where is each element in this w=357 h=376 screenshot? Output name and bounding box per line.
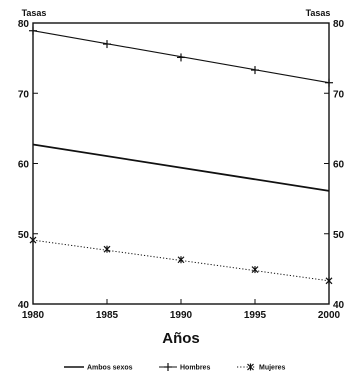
legend-marker-hombres (164, 363, 172, 371)
y-tick-label-right: 60 (333, 160, 345, 171)
legend-label-ambos-sexos: Ambos sexos (87, 365, 133, 372)
data-point-hombres (251, 66, 259, 75)
series-line-ambos-sexos (32, 143, 330, 192)
y-axis-label-left: Tasas (22, 8, 47, 18)
legend-label-mujeres: Mujeres (259, 365, 286, 372)
x-tick-label: 1990 (170, 310, 193, 321)
data-point-hombres (29, 26, 37, 35)
x-tick-label: 1995 (244, 310, 267, 321)
data-point-mujeres (251, 266, 259, 274)
x-tick-label: 1985 (96, 310, 119, 321)
data-point-hombres (103, 40, 111, 49)
y-tick-label-left: 50 (18, 230, 30, 241)
y-tick-label-right: 70 (333, 89, 345, 100)
x-tick-label: 1980 (22, 310, 45, 321)
data-point-mujeres (29, 236, 37, 244)
x-tick-label: 2000 (318, 310, 341, 321)
legend-marker-mujeres (247, 363, 254, 371)
x-axis-label: Años (162, 330, 200, 347)
legend-label-hombres: Hombres (180, 365, 210, 372)
legend: Ambos sexos Hombres Mujeres (64, 363, 286, 372)
y-tick-label-right: 80 (333, 19, 345, 30)
data-point-hombres (177, 53, 185, 62)
y-tick-label-left: 40 (18, 300, 30, 311)
data-point-mujeres (177, 256, 185, 264)
y-tick-label-right: 50 (333, 230, 345, 241)
y-tick-label-left: 60 (18, 160, 30, 171)
y-tick-label-right: 40 (333, 300, 345, 311)
data-point-mujeres (103, 245, 111, 253)
data-point-mujeres (325, 277, 333, 285)
y-tick-label-left: 70 (18, 89, 30, 100)
data-point-hombres (325, 78, 333, 87)
y-axis-label-right: Tasas (306, 8, 331, 18)
y-tick-label-left: 80 (18, 19, 30, 30)
